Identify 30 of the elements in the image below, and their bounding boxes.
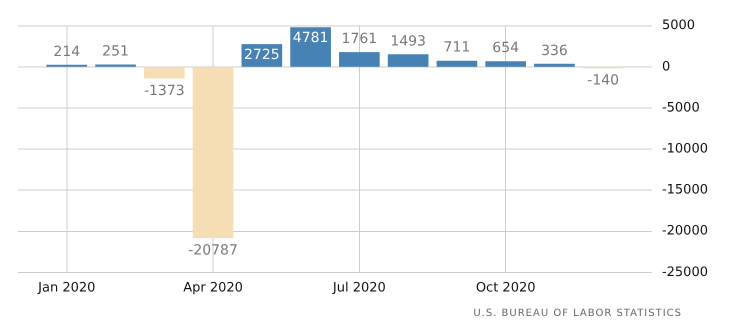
data-label: 336: [541, 42, 568, 59]
y-tick-label: -15000: [662, 182, 708, 198]
data-label: 251: [102, 43, 129, 60]
bar: [192, 67, 234, 238]
data-label: -140: [587, 72, 620, 89]
data-label: 1493: [390, 33, 426, 50]
data-label: 654: [492, 40, 520, 56]
y-tick-label: -20000: [662, 224, 708, 239]
data-label: 1761: [342, 31, 378, 48]
text: U.S. BUREAU OF LABOR STATISTICS: [472, 308, 683, 319]
bar: [339, 52, 380, 67]
y-tick-label: -25000: [662, 264, 708, 280]
x-tick-label: Oct 2020: [476, 280, 536, 296]
x-tick-label: Jul 2020: [332, 280, 386, 296]
data-label: 214: [53, 44, 80, 60]
data-label: 711: [444, 40, 470, 56]
data-label: 2725: [244, 47, 280, 64]
y-tick-label: -10000: [662, 141, 708, 156]
bar: [485, 61, 526, 67]
bar: [388, 54, 428, 67]
data-label: -1373: [144, 82, 185, 99]
y-tick-label: 0: [662, 59, 670, 74]
data-label: -20787: [188, 242, 238, 258]
x-tick-label: Jan 2020: [37, 280, 96, 296]
data-label: 4781: [292, 30, 328, 46]
bar: [436, 60, 478, 67]
bar: [144, 67, 185, 79]
y-tick-label: -5000: [662, 100, 700, 116]
y-tick-label: 5000: [662, 18, 696, 34]
x-tick-label: Apr 2020: [183, 280, 243, 296]
